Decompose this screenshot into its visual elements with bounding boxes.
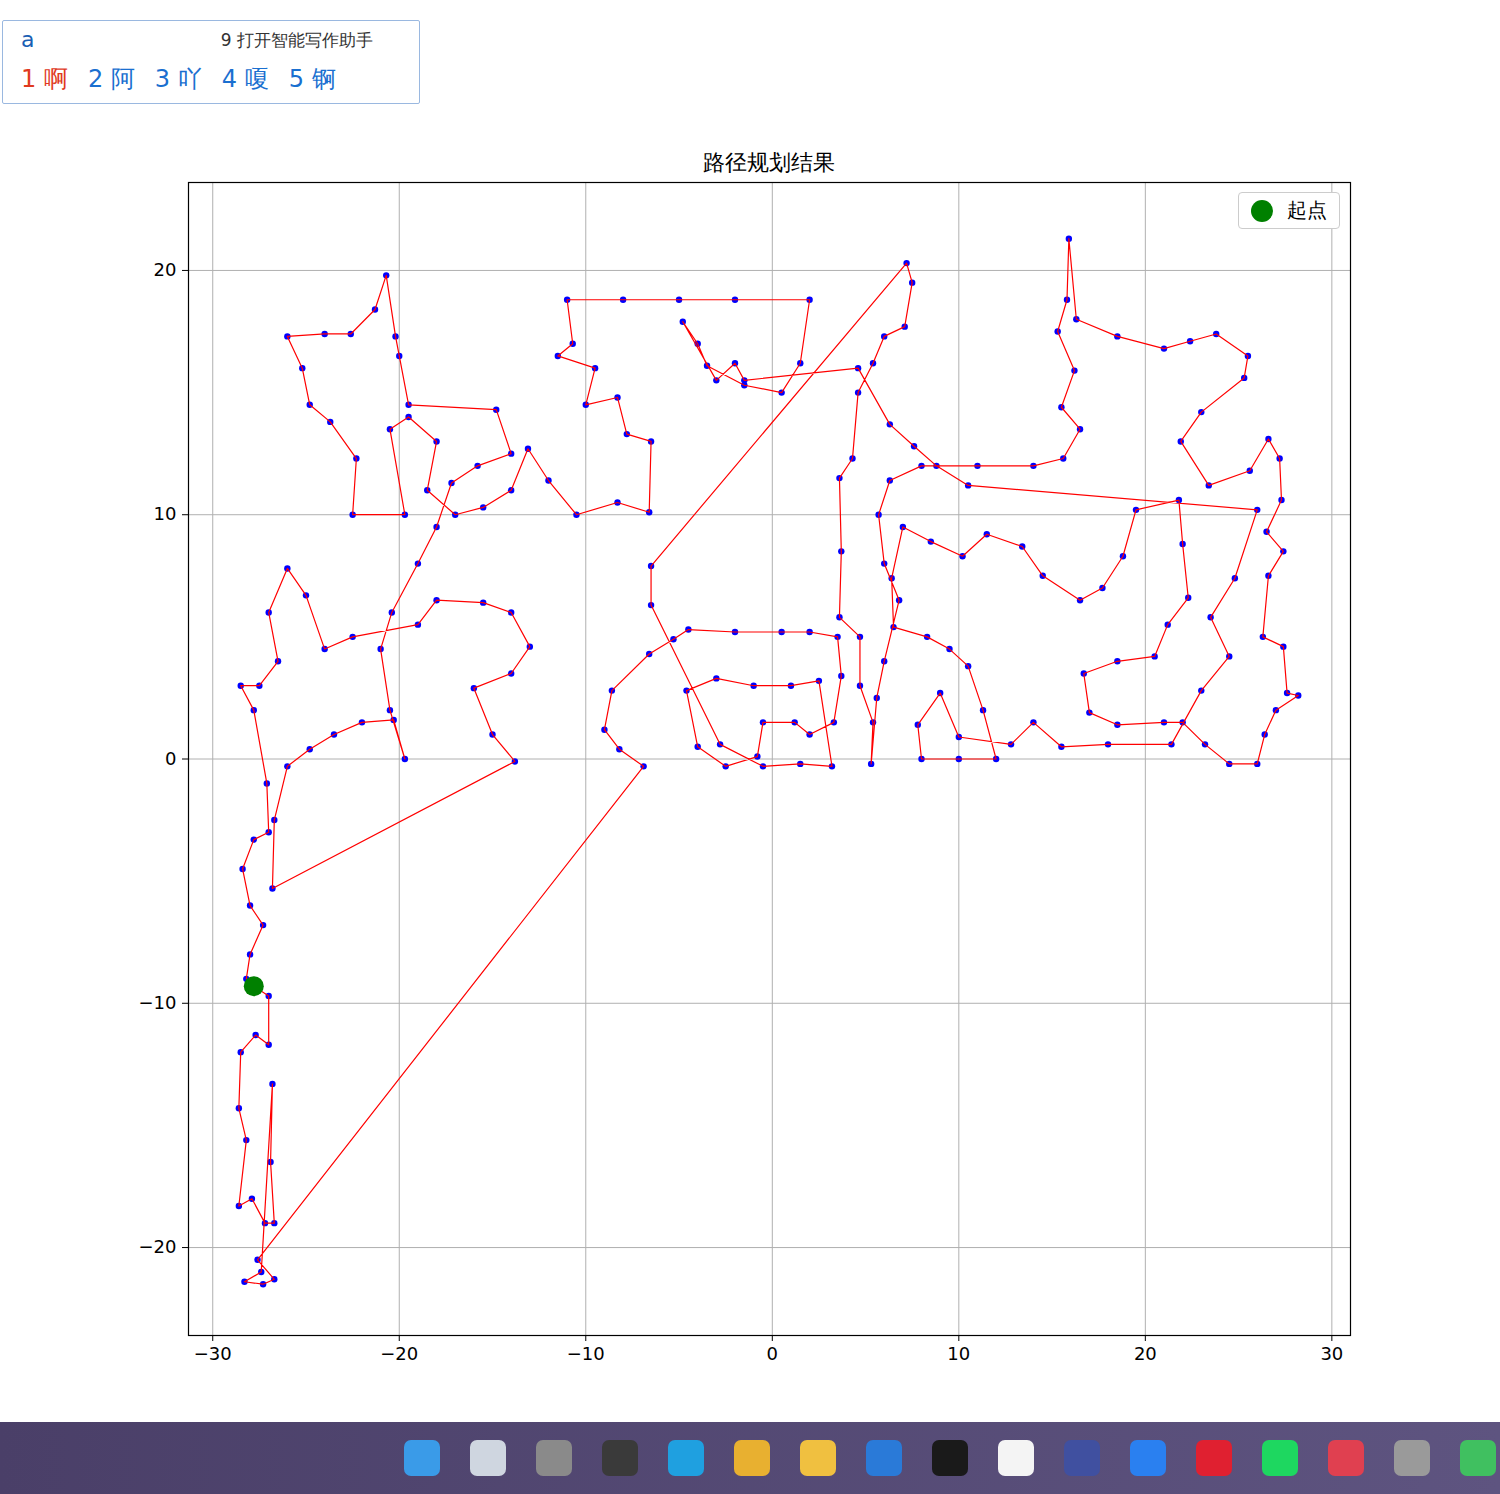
html-text:5 锕: 5 锕 — [288, 65, 336, 93]
svg-text:−10: −10 — [567, 1343, 605, 1364]
svg-text:−10: −10 — [139, 992, 177, 1013]
svg-text:0: 0 — [165, 748, 176, 769]
svg-text:0: 0 — [767, 1343, 778, 1364]
svg-text:30: 30 — [1320, 1343, 1343, 1364]
html-text:起点: 起点 — [1287, 198, 1327, 222]
svg-text:10: 10 — [154, 503, 177, 524]
svg-text:20: 20 — [154, 259, 177, 280]
html-text:1 啊: 1 啊 — [21, 65, 68, 93]
html-text:2 阿: 2 阿 — [87, 65, 135, 93]
svg-text:−30: −30 — [194, 1343, 232, 1364]
svg-text:10: 10 — [947, 1343, 970, 1364]
svg-text:20: 20 — [1134, 1343, 1157, 1364]
svg-text:−20: −20 — [380, 1343, 418, 1364]
html-text:9 打开智能写作助手: 9 打开智能写作助手 — [220, 30, 373, 50]
html-text:a: a — [21, 27, 35, 52]
html-text:路径规划结果: 路径规划结果 — [703, 150, 835, 175]
html-text:3 吖: 3 吖 — [154, 65, 202, 93]
svg-text:−20: −20 — [139, 1236, 177, 1257]
html-text:4 嗄: 4 嗄 — [221, 65, 269, 93]
